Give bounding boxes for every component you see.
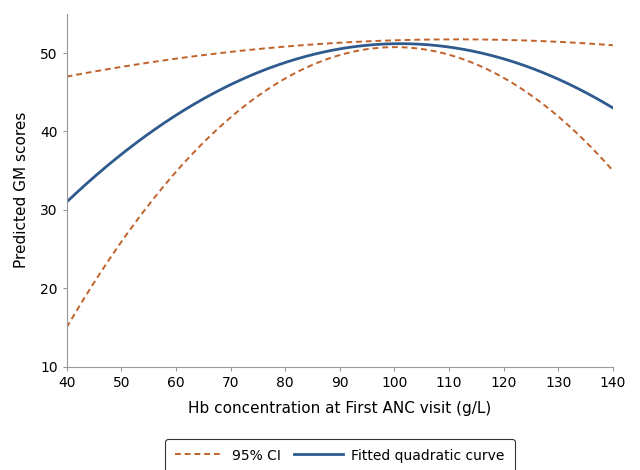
Y-axis label: Predicted GM scores: Predicted GM scores (14, 112, 29, 268)
Legend: 95% CI, Fitted quadratic curve: 95% CI, Fitted quadratic curve (165, 439, 515, 470)
X-axis label: Hb concentration at First ANC visit (g/L): Hb concentration at First ANC visit (g/L… (188, 401, 492, 416)
